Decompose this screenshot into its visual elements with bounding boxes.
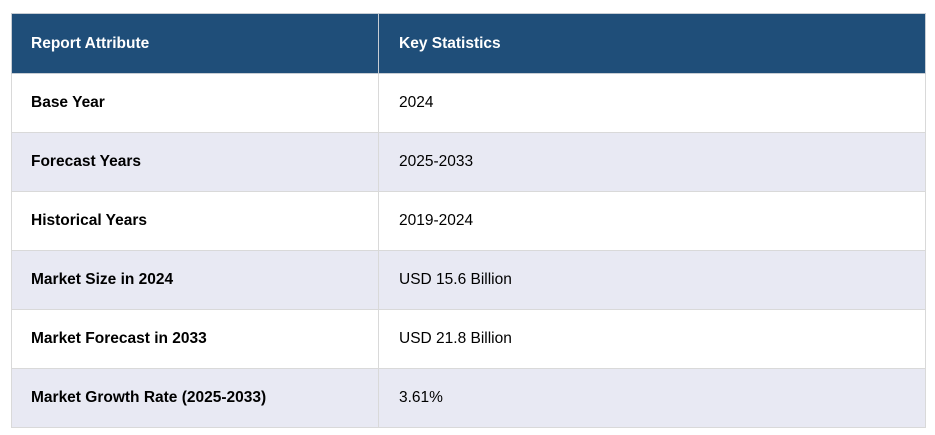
table-row: Base Year 2024	[11, 73, 926, 133]
value-cell: 2019-2024	[378, 191, 926, 251]
header-row: Report Attribute Key Statistics	[11, 13, 926, 74]
key-statistics-table: Report Attribute Key Statistics Base Yea…	[11, 13, 926, 428]
column-header-report-attribute: Report Attribute	[11, 13, 379, 74]
value-cell: USD 21.8 Billion	[378, 309, 926, 369]
table-row: Forecast Years 2025-2033	[11, 132, 926, 192]
attribute-cell: Market Growth Rate (2025-2033)	[11, 368, 379, 428]
table-header: Report Attribute Key Statistics	[11, 13, 926, 74]
table-row: Historical Years 2019-2024	[11, 191, 926, 251]
attribute-cell: Market Size in 2024	[11, 250, 379, 310]
table-row: Market Growth Rate (2025-2033) 3.61%	[11, 368, 926, 428]
attribute-cell: Forecast Years	[11, 132, 379, 192]
value-cell: 2025-2033	[378, 132, 926, 192]
value-cell: 2024	[378, 73, 926, 133]
table-body: Base Year 2024 Forecast Years 2025-2033 …	[11, 73, 926, 428]
attribute-cell: Market Forecast in 2033	[11, 309, 379, 369]
value-cell: 3.61%	[378, 368, 926, 428]
value-cell: USD 15.6 Billion	[378, 250, 926, 310]
attribute-cell: Historical Years	[11, 191, 379, 251]
table-row: Market Size in 2024 USD 15.6 Billion	[11, 250, 926, 310]
table-row: Market Forecast in 2033 USD 21.8 Billion	[11, 309, 926, 369]
attribute-cell: Base Year	[11, 73, 379, 133]
column-header-key-statistics: Key Statistics	[378, 13, 926, 74]
